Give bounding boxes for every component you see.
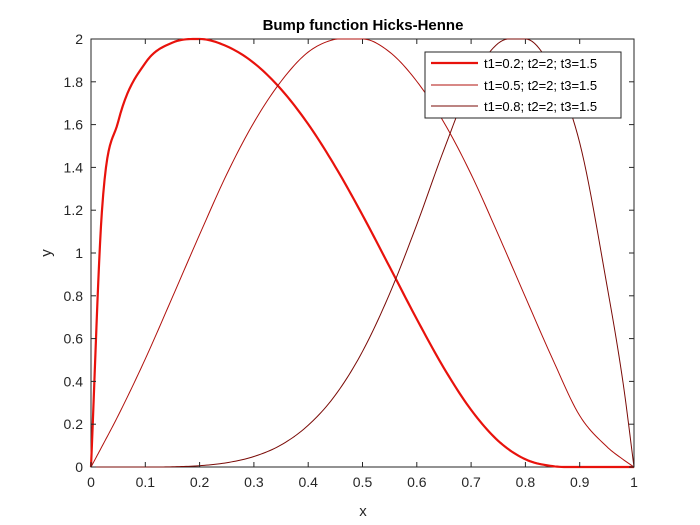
x-tick-label: 0.2 [190,474,210,490]
x-tick-label: 0.8 [516,474,536,490]
y-tick-label: 1.6 [64,117,84,133]
x-tick-label: 0.5 [353,474,373,490]
y-tick-label: 0.6 [64,331,84,347]
legend-label-series-2: t1=0.5; t2=2; t3=1.5 [484,78,597,93]
y-tick-label: 0.4 [64,373,84,389]
y-tick-label: 0 [75,459,83,475]
legend: t1=0.2; t2=2; t3=1.5 t1=0.5; t2=2; t3=1.… [424,51,622,119]
y-tick-label: 1.8 [64,74,84,90]
legend-label-series-1: t1=0.2; t2=2; t3=1.5 [484,56,597,71]
y-axis-label: y [38,249,55,257]
x-axis-label: x [359,503,367,520]
x-tick-label: 0.4 [298,474,318,490]
y-tick-label: 2 [75,31,83,47]
x-tick-label: 0.9 [570,474,590,490]
x-tick-label: 0.6 [407,474,427,490]
legend-label-series-3: t1=0.8; t2=2; t3=1.5 [484,99,597,114]
series-line-1 [89,37,635,469]
tick-layer: 0 0.1 0.2 0.3 0.4 0.5 0.6 0.7 0.8 0.9 1 0 0.2 0.4 0.6 0… [64,31,639,490]
x-tick-label: 0.7 [461,474,481,490]
x-tick-label: 0.1 [136,474,156,490]
y-tick-label: 0.2 [64,416,84,432]
x-tick-label: 0.3 [244,474,264,490]
chart-title: Bump function Hicks-Henne [263,17,464,34]
y-tick-label: 1.2 [64,202,84,218]
x-tick-label: 1 [630,474,638,490]
y-tick-label: 1.4 [64,159,84,175]
y-tick-label: 1 [75,245,83,261]
y-tick-label: 0.8 [64,288,84,304]
x-tick-label: 0 [87,474,95,490]
